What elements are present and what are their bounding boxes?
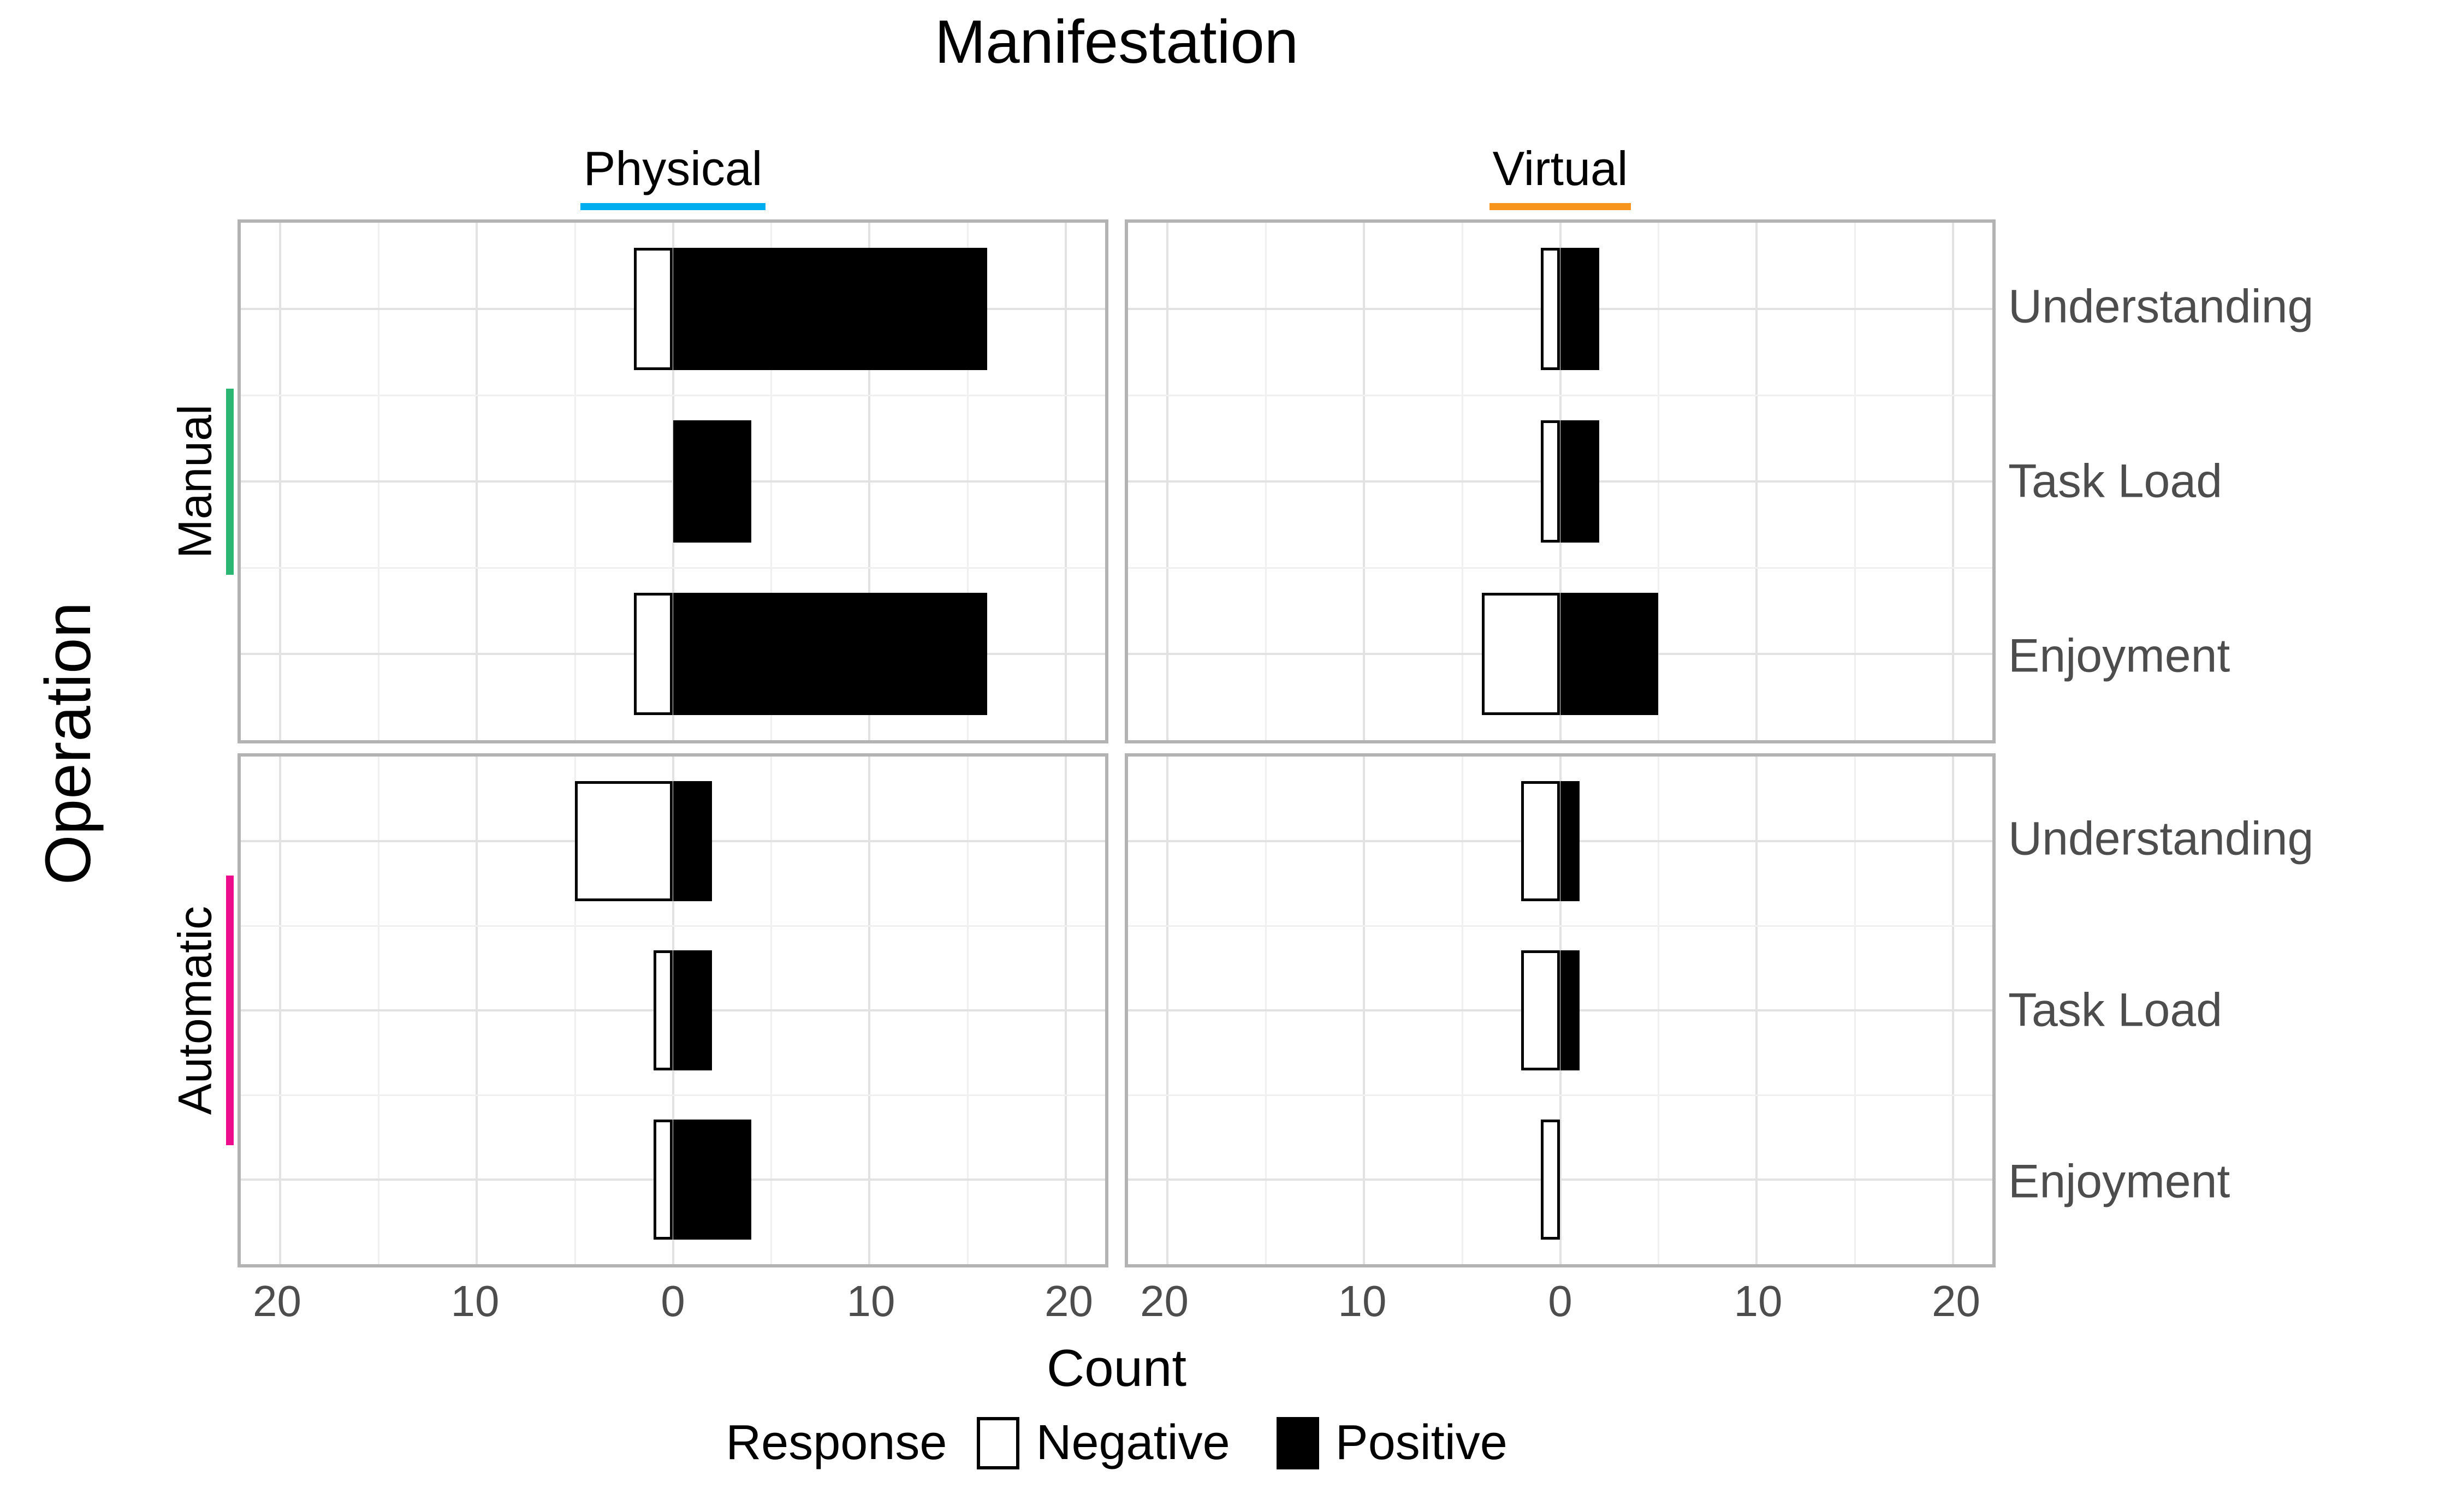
gridline-minor-y [241, 925, 1105, 927]
x-tick-label: 10 [1734, 1277, 1783, 1325]
y-axis-title: Operation [32, 602, 104, 885]
bar-row-task-load [1128, 395, 1992, 568]
bar-negative [1521, 781, 1560, 902]
facet-label-virtual: Virtual [1125, 141, 1996, 217]
gridline-minor-y [1128, 925, 1992, 927]
x-axis-ticks-virtual: 20 10 0 10 20 [1125, 1276, 1996, 1336]
bar-negative [1540, 420, 1560, 543]
bar-positive [1560, 781, 1580, 902]
panel-manual-physical [238, 219, 1108, 743]
x-axis-title: Count [1046, 1339, 1187, 1397]
x-tick-label: 20 [253, 1277, 301, 1325]
bar-positive [673, 592, 988, 716]
bar-positive [1560, 247, 1600, 371]
gridline-minor-y [241, 567, 1105, 569]
bar-row-enjoyment [241, 568, 1105, 740]
bar-negative [653, 1119, 673, 1240]
bar-row-understanding [1128, 757, 1992, 926]
category-label: Understanding [2008, 280, 2314, 333]
legend: Response Negative Positive [238, 1415, 1996, 1471]
legend-label-positive: Positive [1335, 1415, 1508, 1470]
bar-row-understanding [241, 757, 1105, 926]
category-label: Enjoyment [2008, 1155, 2230, 1208]
bar-positive [1560, 950, 1580, 1070]
facet-label-virtual-text: Virtual [1489, 141, 1631, 210]
row-label-automatic: Automatic [169, 906, 222, 1115]
x-tick-label: 10 [450, 1277, 500, 1325]
x-tick-label: 10 [1338, 1277, 1387, 1325]
bar-negative [574, 781, 673, 902]
facet-label-physical-text: Physical [580, 141, 766, 210]
row-strip-manual [226, 388, 234, 575]
gridline-minor-y [1128, 394, 1992, 396]
bar-positive [1560, 592, 1659, 716]
bar-positive [673, 781, 713, 902]
x-tick-label: 20 [1932, 1277, 1980, 1325]
x-axis-ticks-physical: 20 10 0 10 20 [238, 1276, 1108, 1336]
bar-negative [1540, 1119, 1560, 1240]
bar-row-enjoyment [1128, 1095, 1992, 1264]
bar-row-understanding [1128, 223, 1992, 395]
legend-label-negative: Negative [1036, 1415, 1230, 1470]
bar-positive [673, 247, 988, 371]
bar-negative [1540, 247, 1560, 371]
bar-negative [1521, 950, 1560, 1070]
bar-negative [1481, 592, 1560, 716]
gridline-minor-y [1128, 1094, 1992, 1096]
bar-negative [633, 592, 673, 716]
x-tick-label: 10 [846, 1277, 895, 1325]
x-tick-label: 0 [1548, 1277, 1572, 1325]
bar-negative [633, 247, 673, 371]
x-tick-label: 0 [661, 1277, 685, 1325]
bar-row-enjoyment [1128, 568, 1992, 740]
category-label: Enjoyment [2008, 629, 2230, 682]
legend-swatch-negative [977, 1416, 1020, 1469]
category-label: Task Load [2008, 455, 2223, 508]
gridline-major-y [1128, 1178, 1992, 1181]
bar-positive [1560, 420, 1600, 543]
gridline-minor-y [1128, 567, 1992, 569]
bar-row-task-load [241, 395, 1105, 568]
gridline-minor-y [241, 1094, 1105, 1096]
facet-label-physical: Physical [238, 141, 1108, 217]
gridline-minor-y [241, 394, 1105, 396]
bar-row-task-load [241, 926, 1105, 1095]
panel-automatic-virtual [1125, 753, 1996, 1267]
x-tick-label: 20 [1044, 1277, 1093, 1325]
legend-title: Response [726, 1415, 947, 1470]
category-label: Understanding [2008, 812, 2314, 865]
category-label: Task Load [2008, 984, 2223, 1037]
bar-positive [673, 420, 752, 543]
bar-positive [673, 1119, 752, 1240]
row-strip-automatic [226, 876, 234, 1145]
bar-row-enjoyment [241, 1095, 1105, 1264]
panel-manual-virtual [1125, 219, 1996, 743]
legend-swatch-positive [1276, 1416, 1319, 1469]
bar-row-understanding [241, 223, 1105, 395]
panel-automatic-physical [238, 753, 1108, 1267]
bar-negative [653, 950, 673, 1070]
x-tick-label: 20 [1140, 1277, 1189, 1325]
row-label-manual: Manual [169, 404, 222, 559]
chart-title: Manifestation [934, 8, 1299, 76]
bar-positive [673, 950, 713, 1070]
bar-row-task-load [1128, 926, 1992, 1095]
